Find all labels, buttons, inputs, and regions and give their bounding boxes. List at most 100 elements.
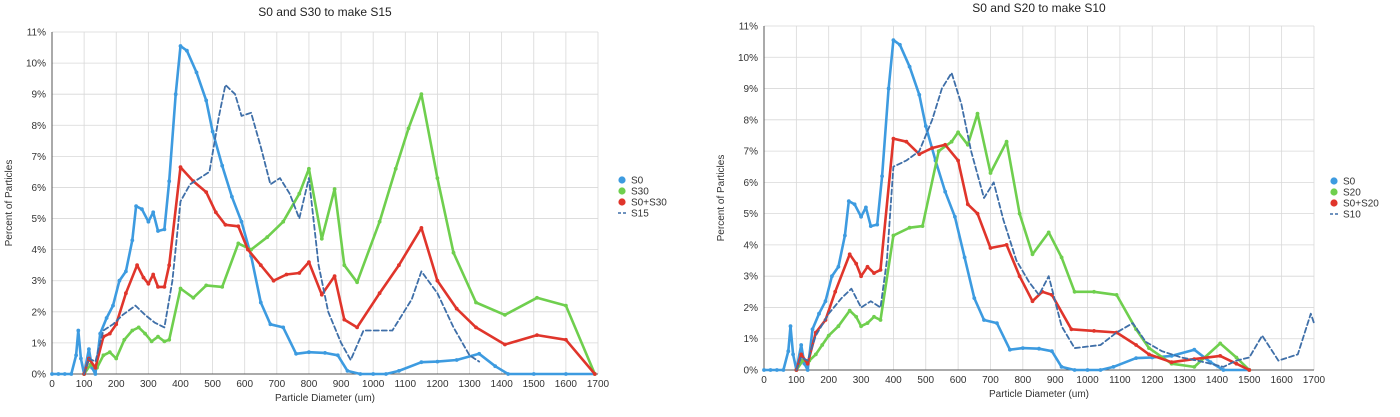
data-point-s0 xyxy=(907,64,912,69)
x-tick-label: 600 xyxy=(236,379,253,390)
data-point-s30 xyxy=(332,187,337,191)
x-tick-label: 0 xyxy=(49,379,55,390)
chart-title: S0 and S20 to make S10 xyxy=(972,1,1106,15)
data-point-s0 xyxy=(781,368,786,372)
data-point-s0-s30 xyxy=(355,325,359,330)
data-point-s0 xyxy=(1192,347,1197,352)
data-point-s20 xyxy=(1192,365,1197,369)
data-point-s0-s30 xyxy=(397,263,401,268)
data-point-s0 xyxy=(93,372,98,376)
data-point-s0 xyxy=(204,98,209,103)
data-point-s0-s30 xyxy=(107,331,112,336)
data-point-s0 xyxy=(836,264,841,269)
data-point-s0 xyxy=(1098,368,1103,372)
data-point-s30 xyxy=(130,328,135,333)
data-point-s20 xyxy=(949,139,954,144)
data-point-s0 xyxy=(859,214,863,219)
y-tick-label: 10% xyxy=(26,59,46,70)
y-tick-label: 5% xyxy=(32,214,47,225)
data-point-s0-s30 xyxy=(114,322,119,327)
data-point-s30 xyxy=(236,241,241,246)
data-point-s0 xyxy=(1221,368,1226,372)
data-point-s20 xyxy=(826,333,831,338)
data-point-s30 xyxy=(564,303,568,308)
data-point-s0 xyxy=(194,70,199,75)
data-point-s0 xyxy=(268,322,273,327)
y-tick-label: 5% xyxy=(744,209,759,220)
data-point-s0 xyxy=(307,350,311,355)
series-line-s15 xyxy=(83,84,481,375)
x-tick-label: 900 xyxy=(1047,375,1064,386)
data-point-s0-s30 xyxy=(535,333,539,337)
series-line-s10 xyxy=(795,72,1315,371)
data-point-s0-s30 xyxy=(297,271,302,275)
data-point-s20 xyxy=(865,321,870,325)
x-tick-label: 1400 xyxy=(491,379,514,390)
data-point-s0 xyxy=(768,368,773,372)
y-tick-label: 1% xyxy=(744,334,759,345)
grid xyxy=(51,31,599,375)
x-tick-label: 1400 xyxy=(1206,375,1229,386)
data-point-s20 xyxy=(1114,293,1119,297)
x-tick-label: 300 xyxy=(853,375,870,386)
data-point-s0 xyxy=(117,278,122,283)
data-point-s20 xyxy=(975,111,980,116)
data-point-s30 xyxy=(107,350,112,355)
data-point-s0 xyxy=(995,321,999,325)
x-tick-label: 1200 xyxy=(426,379,449,390)
data-point-s0 xyxy=(239,219,244,224)
data-point-s20 xyxy=(920,224,925,229)
data-point-s0-s30 xyxy=(135,263,140,268)
y-tick-label: 0% xyxy=(32,370,47,381)
data-point-s0-s30 xyxy=(93,365,98,370)
chart-s15: S0 and S30 to make S15 Particle Diameter… xyxy=(4,5,667,404)
series-lines xyxy=(762,38,1315,372)
data-point-s0 xyxy=(1059,365,1064,369)
x-tick-label: 1100 xyxy=(395,379,417,390)
data-point-s0-s30 xyxy=(307,260,311,264)
data-point-s30 xyxy=(122,337,127,342)
data-point-s30 xyxy=(281,219,286,224)
y-tick-label: 3% xyxy=(744,272,759,283)
y-axis-label: Percent of Particles xyxy=(4,160,15,247)
data-point-s0-s20 xyxy=(878,268,883,272)
data-point-s0 xyxy=(531,372,536,376)
data-point-s0 xyxy=(104,316,109,320)
data-point-s0 xyxy=(943,189,948,194)
data-point-s30 xyxy=(167,337,172,342)
data-point-s0-s20 xyxy=(965,202,970,207)
data-point-s0 xyxy=(345,369,350,373)
data-point-s20 xyxy=(847,308,852,313)
data-point-s0 xyxy=(788,324,793,329)
axis-ticks: 0 100 200 300 400 500 600 700 800 900 1000 1100 1200… xyxy=(26,28,610,391)
data-point-s0 xyxy=(506,372,510,376)
data-point-s0 xyxy=(167,179,172,184)
data-point-s30 xyxy=(114,356,119,361)
data-point-s0-s30 xyxy=(332,274,337,278)
data-point-s0 xyxy=(1111,365,1116,369)
data-point-s20 xyxy=(820,343,825,347)
x-tick-label: 200 xyxy=(108,379,125,390)
x-tick-label: 400 xyxy=(172,379,189,390)
legend-swatch xyxy=(1330,199,1338,207)
data-point-s0-s20 xyxy=(1004,243,1009,247)
data-point-s0 xyxy=(802,361,807,366)
data-point-s30 xyxy=(220,285,225,289)
legend-label: S0 xyxy=(631,176,644,187)
data-point-s0 xyxy=(817,311,821,316)
y-tick-label: 3% xyxy=(32,276,47,287)
data-point-s0 xyxy=(87,347,91,351)
data-point-s0 xyxy=(74,353,78,358)
data-point-s30 xyxy=(265,235,270,240)
data-point-s0-s20 xyxy=(975,211,980,216)
data-point-s0-s30 xyxy=(156,285,160,289)
data-point-s20 xyxy=(1147,346,1151,350)
data-point-s30 xyxy=(143,331,148,336)
x-tick-label: 1600 xyxy=(555,379,578,390)
data-point-s0 xyxy=(477,351,482,356)
data-point-s20 xyxy=(1046,230,1051,235)
data-point-s0-s20 xyxy=(1017,274,1022,279)
data-point-s30 xyxy=(435,176,440,181)
x-tick-label: 700 xyxy=(982,375,999,386)
